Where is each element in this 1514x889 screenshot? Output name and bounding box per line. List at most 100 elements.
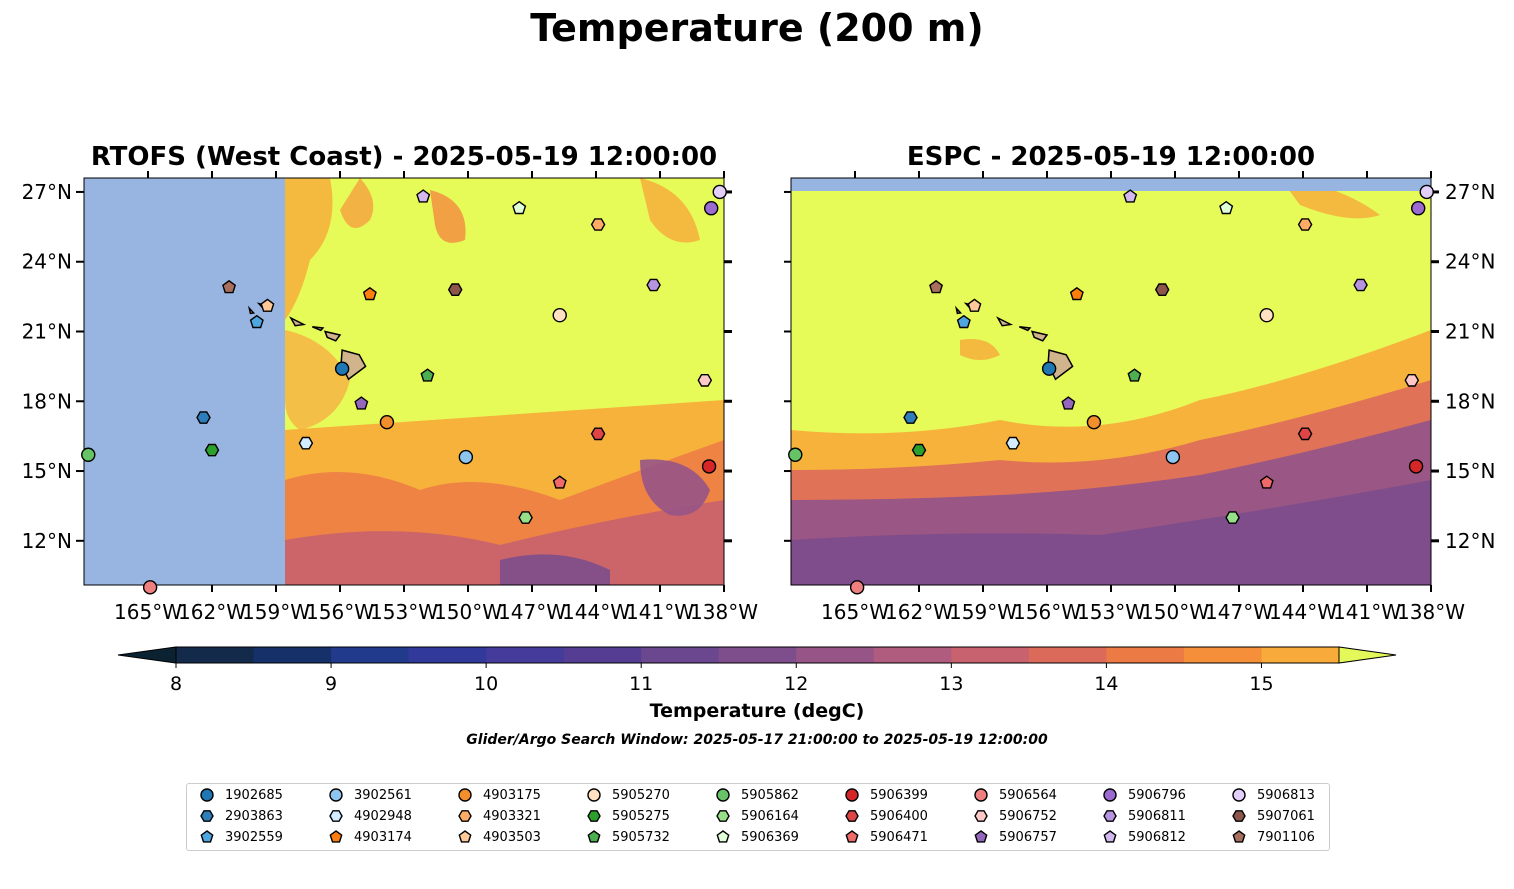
legend-label: 4903174 (354, 829, 412, 845)
legend-marker-4902948 (329, 810, 343, 822)
float-marker-5906796 (1410, 201, 1426, 216)
colorbar-tick-label: 12 (784, 673, 808, 695)
legend-item: 4903174 (328, 827, 412, 847)
legend-marker-icon (458, 830, 472, 843)
legend-label: 5906399 (870, 787, 928, 803)
legend-item: 7901106 (1231, 827, 1315, 847)
legend-marker-icon (587, 810, 601, 822)
lon-tick-label: 147°W (1205, 600, 1273, 624)
legend-marker-icon (716, 788, 730, 802)
legend-item: 5906757 (973, 827, 1057, 847)
legend-label: 5906752 (999, 808, 1057, 824)
float-marker-1902685 (334, 361, 350, 376)
float-marker-4903175 (1086, 415, 1102, 430)
colorbar-segment (1261, 647, 1340, 663)
legend-label: 4902948 (354, 808, 412, 824)
float-marker-5905732 (420, 368, 435, 382)
float-marker-5906796 (704, 201, 719, 216)
colorbar-tick-label: 11 (629, 673, 653, 695)
float-marker-7901106 (929, 279, 944, 294)
island-landmass (323, 330, 342, 342)
legend-label: 4903321 (483, 808, 541, 824)
float-marker-3902561 (458, 449, 474, 465)
legend-item: 5906813 (1231, 785, 1315, 805)
lat-tick-label: 27°N (22, 180, 72, 204)
colorbar-segment (331, 647, 410, 663)
float-marker-7901106 (222, 279, 237, 294)
float-marker-5906812 (416, 189, 431, 203)
lon-tick-label: 162°W (178, 600, 246, 624)
legend-marker-5905270 (587, 788, 601, 802)
legend-marker-5906813 (1232, 788, 1246, 802)
float-marker-5907061 (1154, 283, 1170, 296)
legend-marker-5906400 (845, 810, 859, 822)
lon-tick-label: 138°W (690, 600, 758, 624)
float-marker-2903863 (903, 411, 918, 424)
float-marker-4903321 (590, 218, 606, 231)
legend-item: 3902559 (199, 827, 283, 847)
colorbar-extend-high (1338, 646, 1397, 664)
lon-tick-label: 150°W (1141, 600, 1209, 624)
lat-tick-label: 18°N (1445, 389, 1495, 413)
legend-item: 5905862 (715, 785, 799, 805)
colorbar-segment (796, 647, 875, 663)
colorbar-segment (873, 647, 952, 663)
lon-tick-label: 156°W (1013, 600, 1081, 624)
float-marker-5906399 (1408, 459, 1424, 474)
legend-item: 5906471 (844, 827, 928, 847)
legend-marker-4903321 (458, 810, 472, 822)
legend-item: 5907061 (1231, 806, 1315, 826)
float-marker-5906757 (354, 396, 369, 410)
legend-marker-icon (1232, 810, 1246, 822)
float-marker-1902685 (1041, 361, 1057, 376)
legend-label: 5906164 (741, 808, 799, 824)
colorbar-tick-label: 14 (1094, 673, 1118, 695)
temperature-field-rtofs (285, 178, 724, 585)
lat-tick-label: 12°N (22, 529, 72, 553)
lat-tick-label: 24°N (1445, 250, 1495, 274)
float-marker-4903174 (1069, 286, 1084, 301)
colorbar-segment (563, 647, 642, 663)
lat-tick-label: 27°N (1445, 180, 1495, 204)
island-landmass (247, 305, 256, 315)
colorbar-label: Temperature (degC) (649, 700, 865, 722)
float-marker-5906813 (712, 184, 727, 200)
colorbar-tick-label: 15 (1249, 673, 1273, 695)
legend-marker-icon (1103, 788, 1117, 802)
temperature-field-espc (791, 178, 1431, 585)
legend-marker-icon (974, 788, 988, 802)
lon-tick-label: 162°W (885, 600, 953, 624)
island-landmass (312, 326, 325, 332)
colorbar-segment (486, 647, 565, 663)
legend-marker-icon (458, 810, 472, 822)
island-landmass (954, 305, 963, 315)
float-marker-4903503 (260, 298, 275, 312)
lon-tick-label: 153°W (1077, 600, 1145, 624)
float-marker-4902948 (298, 436, 314, 450)
float-marker-5906813 (1419, 184, 1434, 200)
legend-marker-5906369 (716, 830, 730, 843)
lon-tick-label: 156°W (306, 600, 374, 624)
float-marker-5906400 (1297, 427, 1313, 441)
legend-item: 2903863 (199, 806, 283, 826)
legend-item: 5906812 (1102, 827, 1186, 847)
colorbar-segment (641, 647, 720, 663)
lon-tick-label: 138°W (1397, 600, 1465, 624)
legend-marker-icon (200, 810, 214, 822)
legend-label: 5906471 (870, 829, 928, 845)
float-marker-4903503 (967, 298, 982, 312)
colorbar-segment (951, 647, 1030, 663)
float-marker-3902561 (1165, 449, 1181, 465)
legend-marker-2903863 (200, 810, 214, 822)
legend-marker-7901106 (1232, 830, 1246, 843)
float-marker-2903863 (196, 411, 211, 424)
lat-tick-label: 21°N (22, 319, 72, 343)
legend-label: 5905862 (741, 787, 799, 803)
lon-tick-label: 165°W (821, 600, 889, 624)
float-legend: 1902685 2903863 3902559 3902561 4902948 49031… (186, 783, 1330, 851)
float-marker-5906752 (697, 374, 713, 387)
legend-label: 3902561 (354, 787, 412, 803)
float-marker-5906164 (1225, 511, 1240, 524)
legend-label: 7901106 (1257, 829, 1315, 845)
